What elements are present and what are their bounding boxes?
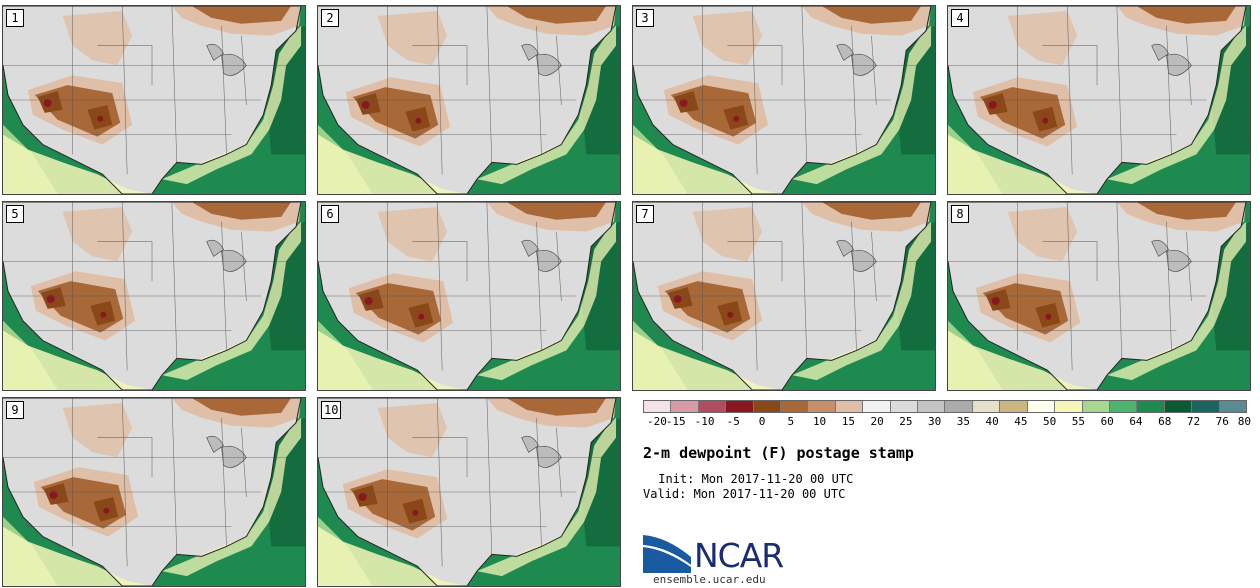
ensemble-member-panel: 10 — [317, 397, 621, 587]
member-number-label: 10 — [321, 401, 342, 419]
colorbar-tick-label: 35 — [956, 415, 970, 428]
colorbar-tick-label: 76 — [1215, 415, 1229, 428]
colorbar-segment — [1219, 401, 1246, 412]
ensemble-member-panel: 7 — [632, 201, 936, 391]
member-number-label: 3 — [636, 9, 654, 27]
colorbar-segment — [1000, 401, 1028, 412]
colorbar-segment — [1137, 401, 1165, 412]
colorbar-segment — [671, 401, 699, 412]
colorbar-tick-label: 0 — [758, 415, 766, 428]
colorbar-segment — [890, 401, 919, 412]
colorbar-segment — [726, 401, 754, 412]
colorbar-tick-label: -5 — [726, 415, 740, 428]
member-number-label: 5 — [6, 205, 24, 223]
colorbar-segment — [1192, 401, 1220, 412]
colorbar-segment — [1055, 401, 1083, 412]
colorbar-tick-label: 68 — [1158, 415, 1172, 428]
colorbar-tick-label: -10 — [694, 415, 715, 428]
ensemble-member-panel: 2 — [317, 5, 621, 195]
ensemble-member-panel: 5 — [2, 201, 306, 391]
colorbar-tick-label: 10 — [812, 415, 827, 428]
colorbar-tick-label: -15 — [665, 415, 686, 428]
colorbar-tick-label: 60 — [1100, 415, 1114, 428]
colorbar-tick-label: 72 — [1186, 415, 1201, 428]
ensemble-member-panel: 9 — [2, 397, 306, 587]
valid-time: Valid: Mon 2017-11-20 00 UTC — [643, 487, 846, 501]
colorbar-segment — [753, 401, 782, 412]
colorbar-segment — [1027, 401, 1056, 412]
member-number-label: 8 — [951, 205, 969, 223]
website-url: ensemble.ucar.edu — [653, 573, 766, 586]
colorbar-segment — [945, 401, 973, 412]
colorbar-segment — [1109, 401, 1138, 412]
init-time: Init: Mon 2017-11-20 00 UTC — [651, 472, 854, 486]
colorbar — [643, 400, 1247, 413]
member-number-label: 6 — [321, 205, 339, 223]
colorbar-tick-label: 15 — [841, 415, 855, 428]
colorbar-segment — [863, 401, 891, 412]
member-number-label: 4 — [951, 9, 969, 27]
ensemble-member-panel: 8 — [947, 201, 1251, 391]
colorbar-tick-label: 25 — [899, 415, 913, 428]
ensemble-member-panel: 1 — [2, 5, 306, 195]
colorbar-segment — [918, 401, 946, 412]
colorbar-segment — [1082, 401, 1110, 412]
ensemble-member-panel: 3 — [632, 5, 936, 195]
member-number-label: 1 — [6, 9, 24, 27]
colorbar-tick-label: 64 — [1129, 415, 1143, 428]
colorbar-tick-label: 30 — [927, 415, 942, 428]
colorbar-segment — [972, 401, 1001, 412]
colorbar-segment — [808, 401, 836, 412]
member-number-label: 9 — [6, 401, 24, 419]
ensemble-member-panel: 4 — [947, 5, 1251, 195]
colorbar-segment — [1164, 401, 1193, 412]
logo-text: NCAR — [694, 536, 784, 575]
colorbar-tick-label: -20 — [647, 415, 667, 428]
ncar-logo-icon — [643, 535, 691, 573]
colorbar-tick-label: 55 — [1071, 415, 1086, 428]
member-number-label: 2 — [321, 9, 339, 27]
colorbar-segment — [644, 401, 672, 412]
colorbar-tick-label: 20 — [870, 415, 884, 428]
ensemble-member-panel: 6 — [317, 201, 621, 391]
colorbar-tick-label: 50 — [1043, 415, 1057, 428]
colorbar-tick-label: 45 — [1014, 415, 1028, 428]
colorbar-tick-label: 5 — [787, 415, 795, 428]
colorbar-segment — [698, 401, 727, 412]
colorbar-ticks: -20 -15 -10 -5 0 5 10 15 20 25 30 35 40 45 50 55 60 64 68 7… — [643, 415, 1251, 429]
figure-title: 2-m dewpoint (F) postage stamp — [643, 444, 914, 462]
colorbar-tick-label: 40 — [985, 415, 999, 428]
colorbar-tick-label: 80 — [1237, 415, 1251, 428]
colorbar-segment — [781, 401, 809, 412]
colorbar-segment — [835, 401, 864, 412]
member-number-label: 7 — [636, 205, 654, 223]
